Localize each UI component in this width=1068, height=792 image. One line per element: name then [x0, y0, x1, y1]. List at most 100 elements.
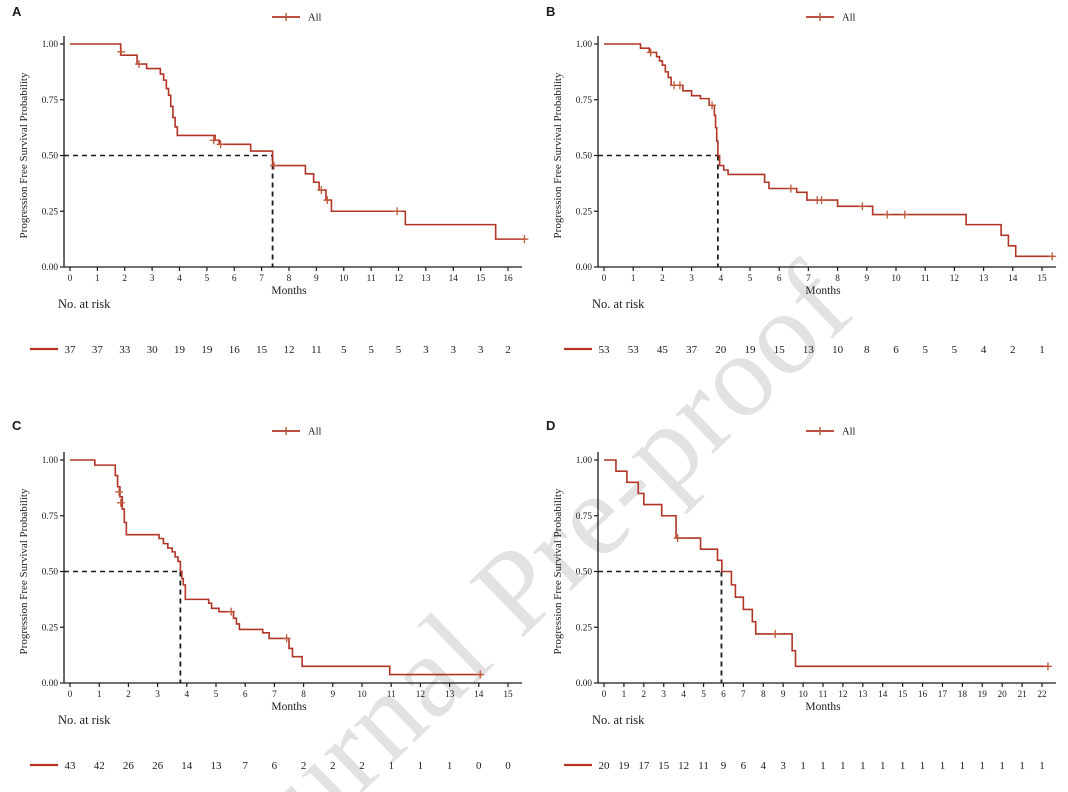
- risk-value: 1: [940, 760, 946, 772]
- no-at-risk-label: No. at risk: [592, 297, 645, 311]
- y-tick-label: 0.25: [576, 623, 593, 633]
- y-tick-label: 0.75: [576, 96, 593, 106]
- risk-value: 5: [368, 344, 374, 356]
- risk-value: 1: [980, 760, 986, 772]
- censor-mark: [116, 498, 125, 507]
- x-tick-label: 12: [950, 274, 960, 284]
- risk-value: 2: [505, 344, 511, 356]
- risk-value: 11: [698, 760, 709, 772]
- x-tick-label: 8: [761, 690, 766, 700]
- censor-mark: [708, 101, 717, 110]
- x-tick-label: 20: [998, 690, 1008, 700]
- risk-value: 6: [893, 344, 899, 356]
- x-tick-label: 18: [958, 690, 968, 700]
- x-tick-label: 14: [1008, 274, 1018, 284]
- x-tick-label: 11: [367, 274, 376, 284]
- risk-value: 1: [1019, 760, 1025, 772]
- censor-mark: [117, 47, 126, 56]
- legend-label-all: All: [842, 427, 856, 438]
- y-axis-title: Progression Free Survival Probability: [18, 72, 30, 238]
- x-tick-label: 0: [68, 690, 73, 700]
- x-tick-label: 3: [150, 274, 155, 284]
- x-tick-label: 2: [122, 274, 127, 284]
- censor-mark: [817, 196, 826, 205]
- censor-mark: [675, 81, 684, 90]
- km-plot-c: C All Progression Free Survival Probabilit…: [12, 418, 522, 772]
- censor-mark: [786, 184, 795, 193]
- x-tick-label: 11: [921, 274, 930, 284]
- x-tick-label: 13: [979, 274, 989, 284]
- y-tick-label: 0.00: [42, 263, 59, 273]
- km-curve: [70, 43, 526, 240]
- risk-value: 19: [174, 344, 186, 356]
- risk-value: 12: [678, 760, 689, 772]
- risk-value: 4: [761, 760, 767, 772]
- risk-value: 1: [880, 760, 886, 772]
- risk-value: 1: [900, 760, 906, 772]
- x-tick-label: 5: [748, 274, 753, 284]
- censor-mark: [269, 161, 278, 170]
- no-at-risk-label: No. at risk: [58, 713, 111, 727]
- y-tick-label: 0.50: [576, 568, 593, 578]
- censor-mark: [858, 202, 867, 211]
- x-tick-label: 12: [394, 274, 404, 284]
- x-tick-label: 11: [387, 690, 396, 700]
- risk-value: 15: [658, 760, 670, 772]
- risk-value: 15: [774, 344, 786, 356]
- km-curve: [70, 459, 482, 676]
- x-tick-label: 16: [918, 690, 928, 700]
- x-tick-label: 3: [155, 690, 160, 700]
- km-plot-a: A All Progression Free Survival Probabilit…: [12, 4, 529, 356]
- risk-value: 20: [599, 760, 611, 772]
- risk-value: 6: [741, 760, 747, 772]
- risk-value: 13: [211, 760, 223, 772]
- x-tick-label: 11: [819, 690, 828, 700]
- panel-label: D: [546, 418, 555, 433]
- x-tick-label: 1: [631, 274, 636, 284]
- x-tick-label: 2: [660, 274, 665, 284]
- x-tick-label: 5: [701, 690, 706, 700]
- risk-value: 8: [864, 344, 870, 356]
- risk-value: 2: [359, 760, 365, 772]
- risk-value: 0: [476, 760, 482, 772]
- x-tick-label: 2: [126, 690, 131, 700]
- risk-value: 10: [832, 344, 844, 356]
- x-tick-label: 4: [681, 690, 686, 700]
- x-tick-label: 6: [232, 274, 237, 284]
- risk-value: 5: [922, 344, 928, 356]
- risk-value: 11: [311, 344, 322, 356]
- x-tick-label: 5: [205, 274, 210, 284]
- legend-label-all: All: [308, 13, 322, 24]
- x-tick-label: 10: [357, 690, 367, 700]
- risk-value: 16: [229, 344, 241, 356]
- risk-value: 20: [715, 344, 727, 356]
- y-tick-label: 1.00: [42, 456, 59, 466]
- x-tick-label: 10: [891, 274, 901, 284]
- x-axis-title: Months: [271, 701, 307, 713]
- y-tick-label: 0.50: [42, 568, 59, 578]
- risk-value: 2: [1010, 344, 1016, 356]
- legend: All: [806, 427, 856, 438]
- risk-value: 1: [388, 760, 394, 772]
- risk-value: 42: [94, 760, 105, 772]
- risk-value: 4: [981, 344, 987, 356]
- y-tick-label: 0.25: [42, 207, 59, 217]
- x-tick-label: 17: [938, 690, 948, 700]
- risk-value: 30: [147, 344, 159, 356]
- risk-value: 2: [301, 760, 307, 772]
- censor-mark: [520, 235, 529, 244]
- risk-value: 19: [201, 344, 213, 356]
- x-tick-label: 12: [838, 690, 848, 700]
- x-tick-label: 10: [798, 690, 808, 700]
- x-tick-label: 1: [622, 690, 627, 700]
- censor-mark: [476, 670, 485, 679]
- x-tick-label: 6: [777, 274, 782, 284]
- x-tick-label: 9: [864, 274, 869, 284]
- risk-value: 3: [780, 760, 786, 772]
- risk-value: 13: [803, 344, 815, 356]
- y-tick-label: 0.75: [576, 512, 593, 522]
- x-tick-label: 9: [781, 690, 786, 700]
- censor-mark: [209, 136, 218, 145]
- risk-value: 1: [800, 760, 806, 772]
